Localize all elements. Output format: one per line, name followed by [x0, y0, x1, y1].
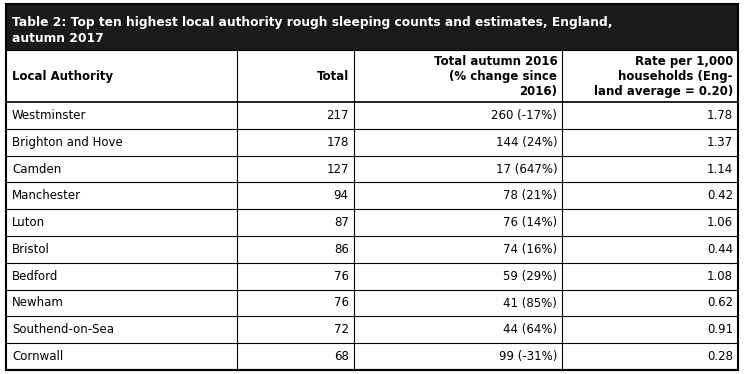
Text: 76: 76 [334, 297, 349, 310]
Bar [6, 209, 738, 236]
Text: Manchester: Manchester [12, 189, 81, 202]
Text: 260 (-17%): 260 (-17%) [492, 109, 557, 122]
Text: Table 2: Top ten highest local authority rough sleeping counts and estimates, En: Table 2: Top ten highest local authority… [12, 16, 612, 29]
Text: 17 (647%): 17 (647%) [496, 162, 557, 175]
Text: 68: 68 [334, 350, 349, 363]
Text: 0.91: 0.91 [707, 323, 733, 336]
Text: Westminster: Westminster [12, 109, 86, 122]
Bar [6, 50, 738, 102]
Text: 0.42: 0.42 [707, 189, 733, 202]
Text: 1.06: 1.06 [707, 216, 733, 229]
Text: 87: 87 [334, 216, 349, 229]
Text: 1.78: 1.78 [707, 109, 733, 122]
Text: 0.28: 0.28 [707, 350, 733, 363]
Bar [6, 156, 738, 183]
Text: 217: 217 [326, 109, 349, 122]
Text: Local Authority: Local Authority [12, 70, 113, 83]
Bar [6, 316, 738, 343]
Text: Total autumn 2016
(% change since
2016): Total autumn 2016 (% change since 2016) [434, 55, 557, 98]
Text: Rate per 1,000
households (Eng-
land average = 0.20): Rate per 1,000 households (Eng- land ave… [594, 55, 733, 98]
Text: Brighton and Hove: Brighton and Hove [12, 136, 123, 149]
Text: 76 (14%): 76 (14%) [503, 216, 557, 229]
Text: 127: 127 [326, 162, 349, 175]
Bar [6, 102, 738, 129]
Text: Bedford: Bedford [12, 270, 58, 283]
Text: Cornwall: Cornwall [12, 350, 63, 363]
Bar [6, 129, 738, 156]
Text: Bristol: Bristol [12, 243, 50, 256]
Bar [6, 4, 738, 50]
Bar [6, 263, 738, 289]
Text: Luton: Luton [12, 216, 45, 229]
Text: 0.44: 0.44 [707, 243, 733, 256]
Text: 86: 86 [334, 243, 349, 256]
Text: 44 (64%): 44 (64%) [503, 323, 557, 336]
Text: Newham: Newham [12, 297, 64, 310]
Text: 78 (21%): 78 (21%) [504, 189, 557, 202]
Text: Southend-on-Sea: Southend-on-Sea [12, 323, 114, 336]
Text: 1.14: 1.14 [707, 162, 733, 175]
Bar [6, 289, 738, 316]
Text: 41 (85%): 41 (85%) [504, 297, 557, 310]
Bar [6, 236, 738, 263]
Bar [6, 183, 738, 209]
Text: 144 (24%): 144 (24%) [496, 136, 557, 149]
Text: 178: 178 [327, 136, 349, 149]
Text: 94: 94 [334, 189, 349, 202]
Text: 99 (-31%): 99 (-31%) [499, 350, 557, 363]
Text: 1.08: 1.08 [707, 270, 733, 283]
Text: 74 (16%): 74 (16%) [503, 243, 557, 256]
Text: autumn 2017: autumn 2017 [12, 32, 103, 45]
Text: 76: 76 [334, 270, 349, 283]
Bar [6, 343, 738, 370]
Text: Camden: Camden [12, 162, 61, 175]
Text: 1.37: 1.37 [707, 136, 733, 149]
Text: 72: 72 [334, 323, 349, 336]
Text: Total: Total [316, 70, 349, 83]
Text: 0.62: 0.62 [707, 297, 733, 310]
Text: 59 (29%): 59 (29%) [504, 270, 557, 283]
